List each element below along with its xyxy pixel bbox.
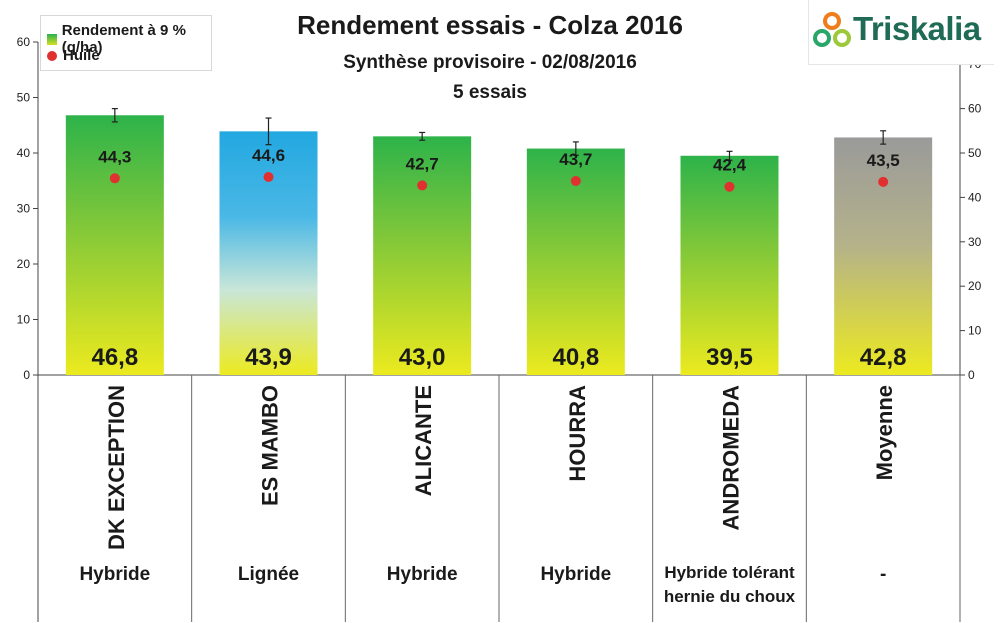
category-type-line: hernie du choux [664,587,796,606]
chart-subtitle-2: 5 essais [453,82,527,103]
oil-point [724,181,735,192]
legend-label-rendement: Rendement à 9 % (q/ha) [61,22,186,56]
y-tick-label-right: 40 [968,190,982,204]
category-label: ALICANTE [411,385,436,496]
category-type-line: Hybride [79,564,150,585]
oil-value-label: 44,6 [252,146,285,165]
oil-point [570,175,581,186]
y-tick-label-left: 10 [17,313,31,327]
legend-swatch-dot [47,50,57,61]
legend-swatch-bar [47,33,57,45]
y-tick-label-left: 0 [23,368,30,382]
category-label: HOURRA [565,385,590,482]
oil-point [878,176,889,187]
category-type-line: Hybride tolérant [664,563,795,582]
category-type-label: - [880,564,886,585]
category-type-label: Hybride [387,564,458,585]
bar [65,115,164,375]
category-type-line: Hybride [540,564,611,585]
oil-value-label: 44,3 [98,147,131,166]
y-tick-label-right: 30 [968,235,982,249]
oil-point [263,171,274,182]
y-tick-label-left: 40 [17,146,31,160]
bar [219,131,318,375]
logo-text: Triskalia [853,10,981,47]
category-label: DK EXCEPTION [104,385,129,550]
bar-value-label: 46,8 [91,344,138,371]
category-type-label: Hybride [540,564,611,585]
y-tick-label-left: 50 [17,91,31,105]
y-tick-label-right: 0 [968,368,975,382]
legend: Rendement à 9 % (q/ha) Huile [40,15,212,71]
category-type-line: - [880,564,886,585]
y-tick-label-left: 60 [17,35,31,49]
oil-value-label: 43,5 [867,151,900,170]
category-type-label: Lignée [238,564,299,585]
bar-value-label: 43,0 [399,344,446,371]
bar-value-label: 43,9 [245,344,292,371]
category-type-label: Hybride tolérant hernie du choux [664,563,796,606]
y-tick-label-right: 20 [968,279,982,293]
category-type-line: Hybride [387,564,458,585]
bar-value-label: 42,8 [860,344,907,371]
bar [834,137,933,375]
category-type-label: Hybride [79,564,150,585]
oil-value-label: 43,7 [559,150,592,169]
brand-logo: Triskalia [808,0,994,65]
category-type-line: Lignée [238,564,299,585]
legend-item-rendement: Rendement à 9 % (q/ha) [47,22,211,56]
y-tick-label-left: 20 [17,257,31,271]
oil-value-label: 42,7 [406,154,439,173]
bar-value-label: 39,5 [706,344,753,371]
oil-value-label: 42,4 [713,156,747,175]
bar [373,136,472,375]
category-label: Moyenne [872,385,897,480]
logo-icon [813,12,851,47]
chart-subtitle: Synthèse provisoire - 02/08/2016 [343,52,637,73]
y-tick-label-right: 60 [968,102,982,116]
y-tick-label-right: 50 [968,146,982,160]
bar-value-label: 40,8 [552,344,599,371]
y-tick-label-right: 10 [968,324,982,338]
legend-item-huile: Huile [47,47,100,64]
legend-label-huile: Huile [63,47,100,64]
category-label: ANDROMEDA [719,385,744,531]
bar [680,155,779,375]
y-tick-label-left: 30 [17,202,31,216]
oil-point [417,180,428,191]
oil-point [109,173,120,184]
bar [526,148,625,375]
category-label: ES MAMBO [258,385,283,506]
chart-title: Rendement essais - Colza 2016 [297,10,683,40]
